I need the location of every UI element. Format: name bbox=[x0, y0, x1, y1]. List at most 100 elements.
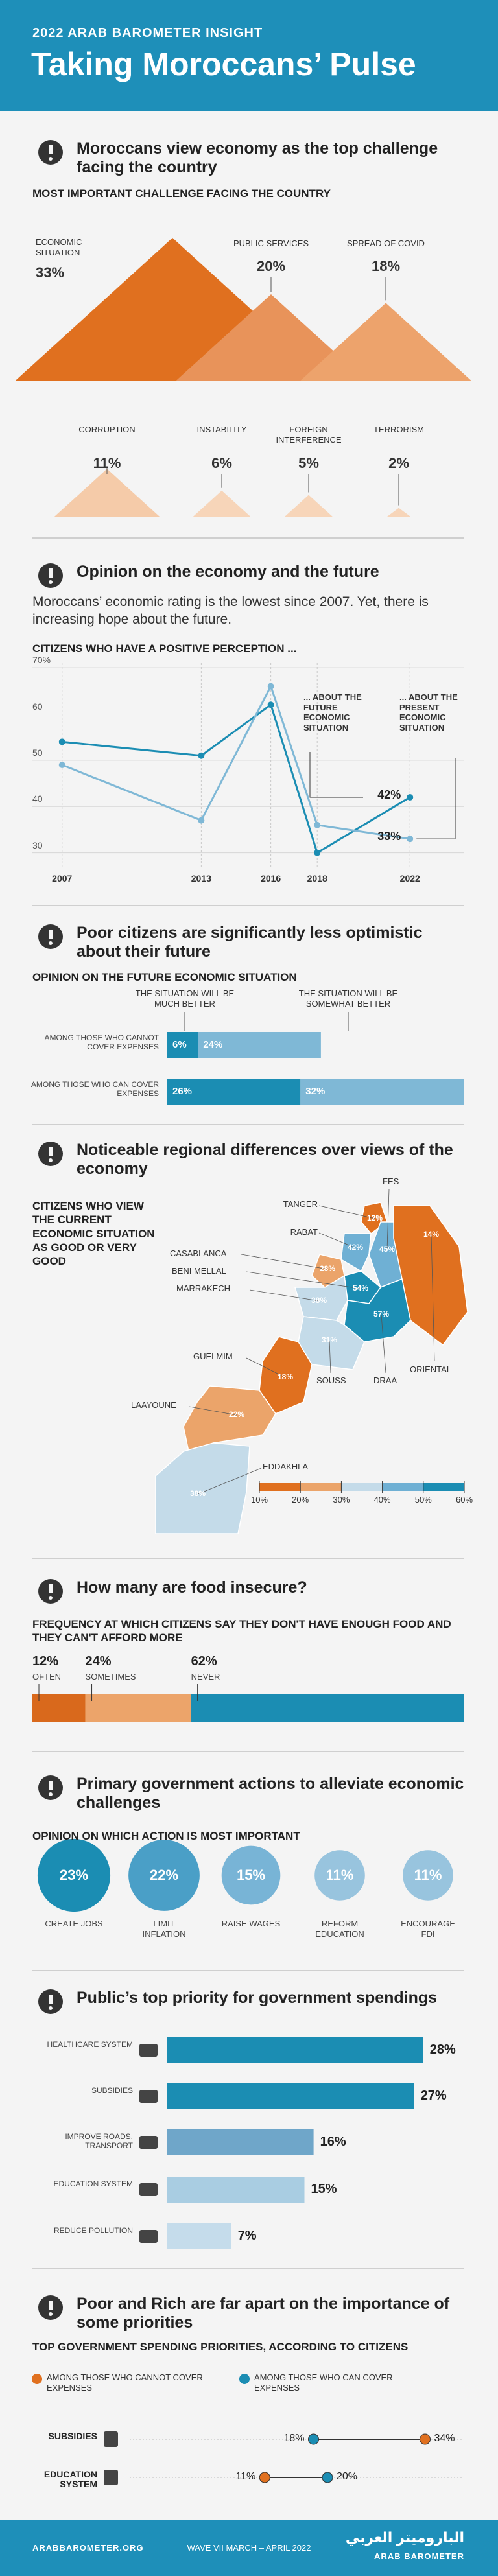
value-label: 38% bbox=[311, 1296, 327, 1305]
section-subtitle: TOP GOVERNMENT SPENDING PRIORITIES, ACCO… bbox=[32, 2341, 409, 2353]
region-label: FES bbox=[383, 1177, 399, 1186]
section-icon-detail bbox=[49, 2006, 53, 2010]
section-title: Poor citizens are significantly less opt… bbox=[77, 924, 423, 961]
category-label: CREATE JOBS bbox=[45, 1919, 103, 1928]
bar bbox=[167, 2037, 423, 2063]
value-label: 24% bbox=[85, 1654, 112, 1669]
section-title: Opinion on the economy and the future bbox=[77, 563, 379, 581]
section-subtitle: FREQUENCY AT WHICH CITIZENS SAY THEY DON… bbox=[32, 1618, 451, 1645]
dot bbox=[308, 2433, 319, 2445]
triangle bbox=[285, 495, 333, 517]
y-tick-label: 70% bbox=[32, 655, 51, 666]
point bbox=[267, 683, 274, 690]
value-label: 16% bbox=[320, 2135, 346, 2149]
leader-line bbox=[318, 1232, 356, 1248]
value-label: 5% bbox=[298, 455, 319, 471]
section-icon-detail bbox=[49, 1584, 53, 1593]
legend-swatch bbox=[341, 1483, 383, 1491]
category-label: OFTEN bbox=[32, 1672, 62, 1681]
value-label: 20% bbox=[337, 2471, 358, 2482]
legend-swatch bbox=[382, 1483, 423, 1491]
region-label: BENI MELLAL bbox=[172, 1266, 226, 1276]
value-label: 33% bbox=[377, 830, 401, 843]
value-label: 12% bbox=[366, 1213, 383, 1223]
section-subtitle: CITIZENS WHO HAVE A POSITIVE PERCEPTION … bbox=[32, 642, 297, 655]
category-label: SUBSIDIES bbox=[91, 2086, 133, 2095]
category-label: REDUCE POLLUTION bbox=[53, 2226, 133, 2235]
kicker: 2022 ARAB BAROMETER INSIGHT bbox=[32, 26, 263, 40]
legend-label: THE SITUATION WILL BE SOMEWHAT BETTER bbox=[298, 989, 398, 1009]
category-label: NEVER bbox=[191, 1672, 220, 1681]
point bbox=[267, 701, 274, 708]
leader-line bbox=[329, 1340, 331, 1374]
region-label: CASABLANCA bbox=[170, 1248, 227, 1258]
category-label: AMONG THOSE WHO CAN COVER EXPENSES bbox=[30, 1080, 159, 1099]
category-label: TERRORISM bbox=[374, 425, 424, 434]
value-label: 7% bbox=[237, 2229, 257, 2243]
section-icon-detail bbox=[49, 1792, 53, 1796]
logo: ARAB BAROMETER bbox=[374, 2551, 464, 2561]
y-tick-label: 60 bbox=[32, 701, 43, 712]
value-label: 11% bbox=[326, 1867, 354, 1883]
leader-line bbox=[386, 1189, 390, 1250]
leader-line bbox=[318, 1205, 375, 1219]
section-icon-detail bbox=[49, 1781, 53, 1790]
value-label: 11% bbox=[93, 455, 121, 471]
value-label: 54% bbox=[352, 1283, 369, 1293]
category-label: FOREIGN INTERFERENCE bbox=[276, 425, 342, 445]
dot bbox=[420, 2433, 431, 2445]
section-icon-detail bbox=[49, 2312, 53, 2316]
category-label: HEALTHCARE SYSTEM bbox=[47, 2040, 133, 2049]
point bbox=[314, 821, 321, 828]
region bbox=[344, 1278, 411, 1342]
value-label: 28% bbox=[319, 1264, 336, 1273]
legend-swatch bbox=[300, 1483, 342, 1491]
legend-label: THE SITUATION WILL BE MUCH BETTER bbox=[135, 989, 235, 1009]
section-subtitle: OPINION ON THE FUTURE ECONOMIC SITUATION bbox=[32, 971, 297, 983]
value-label: 34% bbox=[434, 2433, 455, 2444]
bar bbox=[167, 2129, 314, 2155]
point bbox=[58, 762, 65, 768]
section-title: Primary government actions to alleviate … bbox=[77, 1775, 464, 1812]
triangle bbox=[175, 294, 367, 381]
legend-tick-label: 60% bbox=[455, 1495, 473, 1505]
bar bbox=[167, 2083, 414, 2109]
category-label: ENCOURAGE FDI bbox=[401, 1919, 455, 1939]
value-label: 45% bbox=[379, 1245, 396, 1254]
value-label: 22% bbox=[149, 1867, 179, 1883]
dot bbox=[322, 2472, 333, 2483]
leader-line bbox=[381, 1314, 386, 1374]
category-label: LIMIT INFLATION bbox=[142, 1919, 186, 1939]
region-label: TANGER bbox=[283, 1199, 318, 1209]
section-icon-detail bbox=[49, 1995, 53, 2004]
section-subtitle: MOST IMPORTANT CHALLENGE FACING THE COUN… bbox=[32, 187, 331, 200]
section-title: Noticeable regional differences over vie… bbox=[77, 1141, 453, 1178]
legend-tick-label: 50% bbox=[414, 1495, 432, 1505]
value-label: 26% bbox=[172, 1086, 193, 1097]
icon bbox=[139, 2044, 158, 2057]
value-label: 24% bbox=[203, 1039, 223, 1050]
header-band bbox=[0, 0, 498, 111]
point bbox=[407, 793, 414, 801]
x-tick-label: 2022 bbox=[399, 873, 420, 884]
x-tick-label: 2016 bbox=[261, 873, 281, 884]
region-label: LAAYOUNE bbox=[131, 1400, 176, 1410]
value-label: 6% bbox=[172, 1039, 187, 1050]
page-title: Taking Moroccans’ Pulse bbox=[31, 46, 416, 82]
region-label: SOUSS bbox=[316, 1376, 346, 1385]
legend-label: AMONG THOSE WHO CANNOT COVER EXPENSES bbox=[47, 2372, 203, 2393]
category-label: EDUCATION SYSTEM bbox=[53, 2179, 133, 2188]
icon bbox=[139, 2183, 158, 2196]
section-icon-detail bbox=[49, 941, 53, 945]
value-label: 38% bbox=[189, 1489, 206, 1498]
bar-segment bbox=[300, 1079, 464, 1105]
value-label: 11% bbox=[235, 2471, 256, 2482]
dividers bbox=[32, 537, 464, 2269]
triangle bbox=[387, 508, 410, 517]
leader-line bbox=[249, 1289, 320, 1302]
section-title: How many are food insecure? bbox=[77, 1578, 307, 1597]
value-label: 18% bbox=[277, 1372, 294, 1381]
value-label: 20% bbox=[256, 258, 286, 274]
